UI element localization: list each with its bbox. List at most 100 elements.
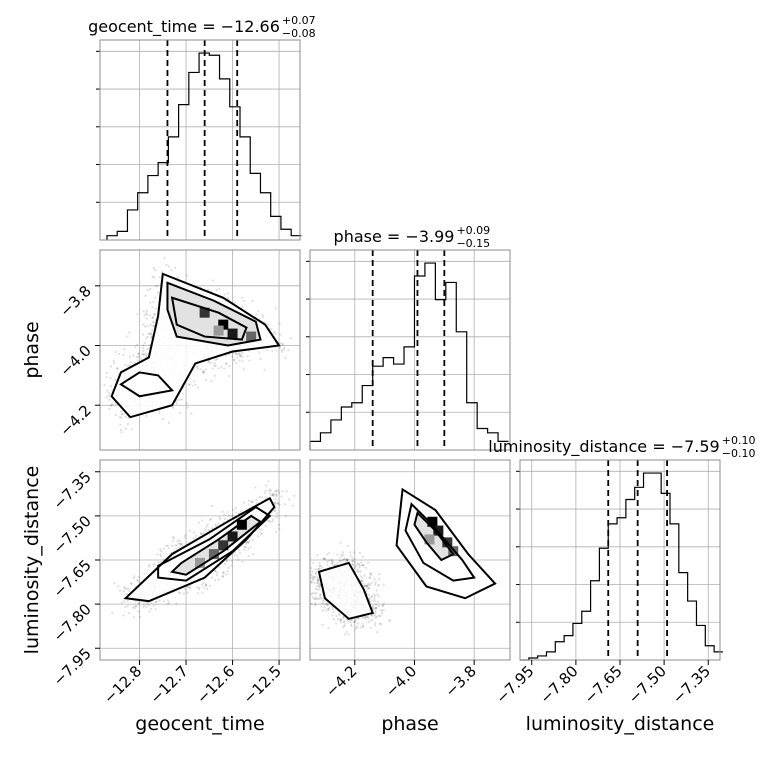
scatter-point <box>326 603 329 607</box>
scatter-point <box>364 615 367 618</box>
scatter-point <box>128 363 132 367</box>
scatter-point <box>213 364 216 367</box>
scatter-point <box>361 564 364 567</box>
scatter-point <box>324 558 327 561</box>
panel-title-luminosity_distance: luminosity_distance = −7.59 +0.10−0.10 <box>488 434 755 460</box>
scatter-point <box>245 541 249 544</box>
scatter-point <box>268 492 271 495</box>
scatter-point <box>277 502 281 506</box>
scatter-point <box>346 558 349 561</box>
scatter-point <box>124 605 127 609</box>
scatter-point <box>151 321 154 324</box>
scatter-point <box>123 600 126 603</box>
scatter-point <box>158 599 161 602</box>
hist-panel-luminosity_distance <box>516 459 723 661</box>
scatter-point <box>148 333 151 336</box>
scatter-point <box>120 601 123 604</box>
scatter-point <box>331 560 334 563</box>
scatter-point <box>159 548 162 551</box>
scatter-point <box>144 312 148 315</box>
y-tick-label: −7.80 <box>50 600 95 645</box>
scatter-point <box>132 354 135 357</box>
scatter-point <box>251 299 254 302</box>
scatter-point <box>154 296 157 299</box>
panel-title-geocent_time: geocent_time = −12.66 +0.07−0.08 <box>88 14 316 40</box>
scatter-point <box>241 296 244 299</box>
scatter-point <box>366 587 369 590</box>
scatter-point <box>188 586 191 589</box>
scatter-point <box>217 367 220 370</box>
scatter-point <box>230 560 234 563</box>
scatter-point <box>222 571 225 574</box>
y-tick-label: −7.50 <box>50 512 95 557</box>
density-peak-cell <box>227 531 238 542</box>
panel-frame <box>309 249 511 451</box>
scatter-point <box>238 352 241 355</box>
scatter-point <box>226 510 229 514</box>
scatter-point <box>109 365 113 368</box>
scatter-point <box>317 585 320 588</box>
scatter-point <box>318 564 321 567</box>
scatter-point <box>114 413 117 417</box>
scatter-point <box>235 352 238 356</box>
scatter-point <box>186 406 189 409</box>
y-tick-label: −3.8 <box>56 282 94 320</box>
scatter-point <box>142 605 145 608</box>
scatter-point <box>273 501 277 504</box>
scatter-point <box>380 612 383 615</box>
scatter-point <box>174 266 177 270</box>
density-peak-cell <box>195 557 205 568</box>
scatter-point <box>120 413 123 416</box>
scatter-point <box>234 361 238 365</box>
scatter-point <box>199 532 203 535</box>
scatter-point <box>325 604 328 607</box>
title-text: luminosity_distance = −7.59 <box>488 437 719 457</box>
scatter-point <box>152 324 155 328</box>
scatter-point <box>374 616 377 619</box>
scatter-point <box>313 597 316 601</box>
scatter-point <box>281 350 284 353</box>
scatter-point <box>177 546 181 549</box>
scatter-point <box>178 411 182 415</box>
scatter-point <box>271 493 274 496</box>
contour-level-0 <box>413 511 455 562</box>
scatter-point <box>364 566 367 569</box>
scatter-point <box>159 553 162 556</box>
scatter-point <box>241 360 244 363</box>
scatter-point <box>327 607 331 610</box>
scatter-point <box>224 354 227 357</box>
scatter-point <box>267 520 271 523</box>
scatter-point <box>157 561 160 564</box>
scatter-point <box>190 412 193 415</box>
scatter-point <box>177 542 180 545</box>
scatter-point <box>148 610 151 613</box>
scatter-point <box>354 618 357 621</box>
scatter-point <box>179 544 183 547</box>
scatter-point <box>241 305 244 308</box>
scatter-point <box>356 570 359 573</box>
scatter-point <box>106 389 109 392</box>
scatter-point <box>160 550 163 553</box>
scatter-point <box>142 349 145 353</box>
scatter-point <box>252 553 255 556</box>
scatter-point <box>247 503 250 506</box>
scatter-point <box>172 406 175 409</box>
title-lower-error: −0.08 <box>282 27 316 40</box>
scatter-point <box>251 538 254 541</box>
scatter-point <box>359 575 362 578</box>
scatter-point <box>351 559 354 563</box>
scatter-point <box>196 586 199 589</box>
scatter-point <box>222 571 225 574</box>
scatter-point <box>217 578 220 581</box>
scatter-point <box>122 614 125 617</box>
scatter-point <box>144 294 147 297</box>
scatter-point <box>143 341 146 344</box>
scatter-point <box>137 575 140 579</box>
scatter-point <box>148 565 151 568</box>
scatter-point <box>188 529 192 533</box>
contour-level-2 <box>119 371 175 398</box>
scatter-point <box>317 567 320 571</box>
scatter-point <box>219 517 222 520</box>
scatter-point <box>231 514 234 517</box>
scatter-point <box>125 592 128 596</box>
